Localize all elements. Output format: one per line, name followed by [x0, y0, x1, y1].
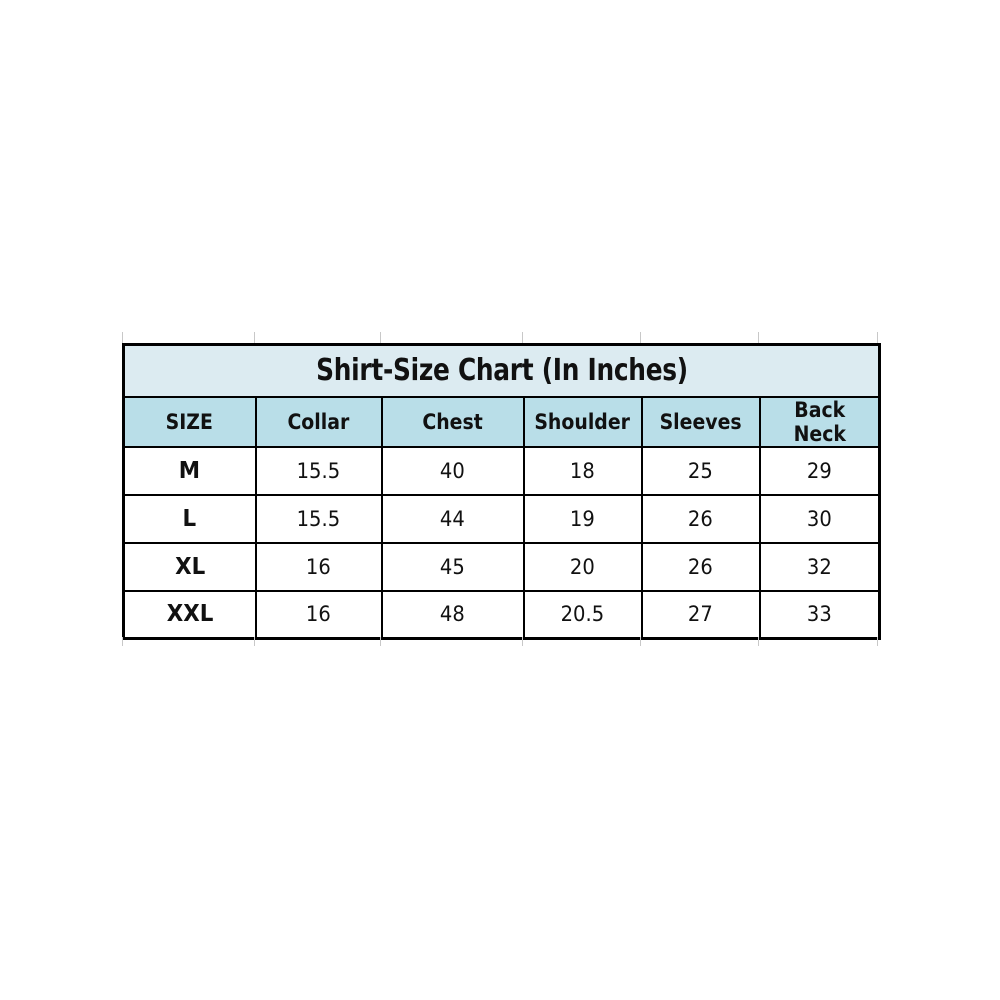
gridline-tick — [254, 332, 255, 343]
gridline-tick — [522, 637, 523, 646]
table-row: L 15.5 44 19 26 30 — [122, 493, 881, 544]
size-chart-container: Shirt-Size Chart (In Inches) SIZE Collar… — [122, 332, 882, 646]
gridline-tick — [380, 637, 381, 646]
cell-size: L — [122, 493, 257, 544]
gridline-tick — [758, 332, 759, 343]
gridline-tick — [877, 637, 878, 646]
column-header-collar: Collar — [254, 395, 383, 448]
shirt-size-chart-table: Shirt-Size Chart (In Inches) SIZE Collar… — [122, 343, 882, 640]
cell-shoulder: 20.5 — [522, 589, 643, 640]
cell-size: M — [122, 445, 257, 496]
column-header-back-neck: Back Neck — [758, 395, 881, 448]
gridline-tick — [758, 637, 759, 646]
gridline-tick — [640, 332, 641, 343]
gridline-tick — [877, 332, 878, 343]
gridline-tick — [640, 637, 641, 646]
gridline-tick — [122, 332, 123, 343]
table-title-row: Shirt-Size Chart (In Inches) — [122, 343, 881, 398]
table-header-row: SIZE Collar Chest Shoulder Sleeves Back … — [122, 395, 881, 448]
cell-collar: 16 — [254, 589, 383, 640]
cell-collar: 15.5 — [254, 445, 383, 496]
cell-back-neck: 33 — [758, 589, 881, 640]
gridline-tick — [380, 332, 381, 343]
table-row: XXL 16 48 20.5 27 33 — [122, 589, 881, 640]
column-header-shoulder: Shoulder — [522, 395, 643, 448]
cell-chest: 48 — [380, 589, 525, 640]
cell-collar: 15.5 — [254, 493, 383, 544]
cell-back-neck: 32 — [758, 541, 881, 592]
cell-size: XXL — [122, 589, 257, 640]
cell-shoulder: 19 — [522, 493, 643, 544]
cell-sleeves: 25 — [640, 445, 761, 496]
cell-shoulder: 20 — [522, 541, 643, 592]
column-header-size: SIZE — [122, 395, 257, 448]
cell-back-neck: 30 — [758, 493, 881, 544]
chart-title-text: Shirt-Size Chart (In Inches) — [315, 353, 688, 389]
cell-shoulder: 18 — [522, 445, 643, 496]
cell-size: XL — [122, 541, 257, 592]
gridline-tick — [522, 332, 523, 343]
cell-sleeves: 27 — [640, 589, 761, 640]
table-row: M 15.5 40 18 25 29 — [122, 445, 881, 496]
cell-chest: 40 — [380, 445, 525, 496]
cell-collar: 16 — [254, 541, 383, 592]
cell-chest: 45 — [380, 541, 525, 592]
cell-back-neck: 29 — [758, 445, 881, 496]
cell-chest: 44 — [380, 493, 525, 544]
gridline-tick — [122, 637, 123, 646]
gridline-tick — [254, 637, 255, 646]
cell-sleeves: 26 — [640, 493, 761, 544]
column-header-sleeves: Sleeves — [640, 395, 761, 448]
column-header-chest: Chest — [380, 395, 525, 448]
chart-title: Shirt-Size Chart (In Inches) — [122, 343, 881, 398]
table-row: XL 16 45 20 26 32 — [122, 541, 881, 592]
cell-sleeves: 26 — [640, 541, 761, 592]
